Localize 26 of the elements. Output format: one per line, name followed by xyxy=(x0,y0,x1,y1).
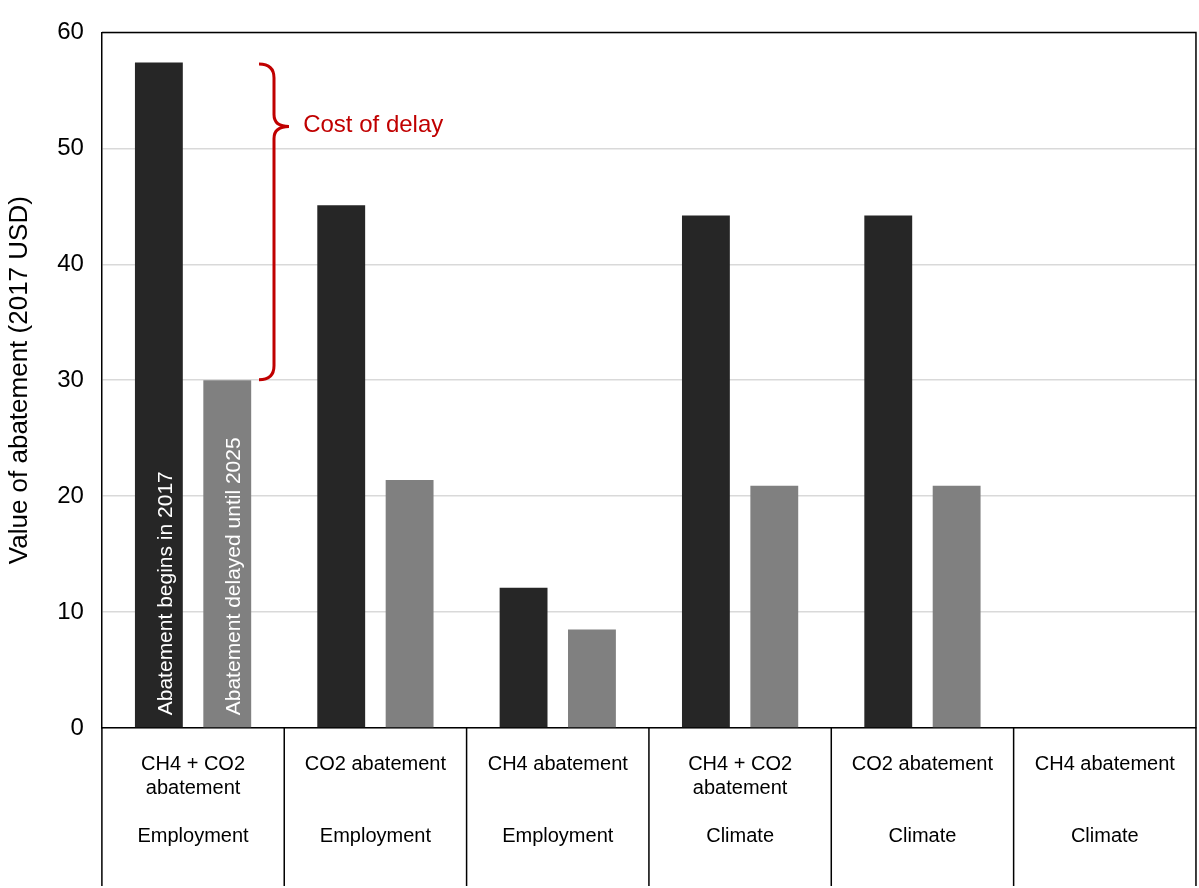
series-label: Abatement begins in 2017 xyxy=(152,471,176,716)
y-tick-label: 20 xyxy=(57,480,84,508)
bar xyxy=(317,205,366,728)
bar xyxy=(864,215,913,728)
y-tick-label: 0 xyxy=(70,712,84,740)
series-label: Abatement delayed until 2025 xyxy=(221,437,245,716)
y-tick-label: 60 xyxy=(57,17,84,45)
bar xyxy=(134,62,183,728)
y-axis-title: Value of abatement (2017 USD) xyxy=(2,196,33,565)
y-tick-label: 40 xyxy=(57,248,84,276)
y-tick-label: 30 xyxy=(57,364,84,392)
y-tick-label: 50 xyxy=(57,132,84,160)
bar xyxy=(385,479,434,728)
bar xyxy=(932,485,981,728)
y-tick-label: 10 xyxy=(57,596,84,624)
category-label: CO2 abatement Climate xyxy=(851,751,994,846)
bar xyxy=(750,485,799,728)
category-label: CH4 + CO2 abatement Climate xyxy=(688,751,793,846)
annotation: Cost of delay xyxy=(303,110,444,139)
category-label: CH4 abatement Employment xyxy=(487,751,628,846)
bar xyxy=(499,587,548,728)
bar xyxy=(681,215,730,728)
category-label: CH4 abatement Climate xyxy=(1034,751,1175,846)
bar xyxy=(568,629,616,728)
category-label: CO2 abatement Employment xyxy=(304,751,447,846)
category-label: CH4 + CO2 abatement Employment xyxy=(137,751,249,846)
